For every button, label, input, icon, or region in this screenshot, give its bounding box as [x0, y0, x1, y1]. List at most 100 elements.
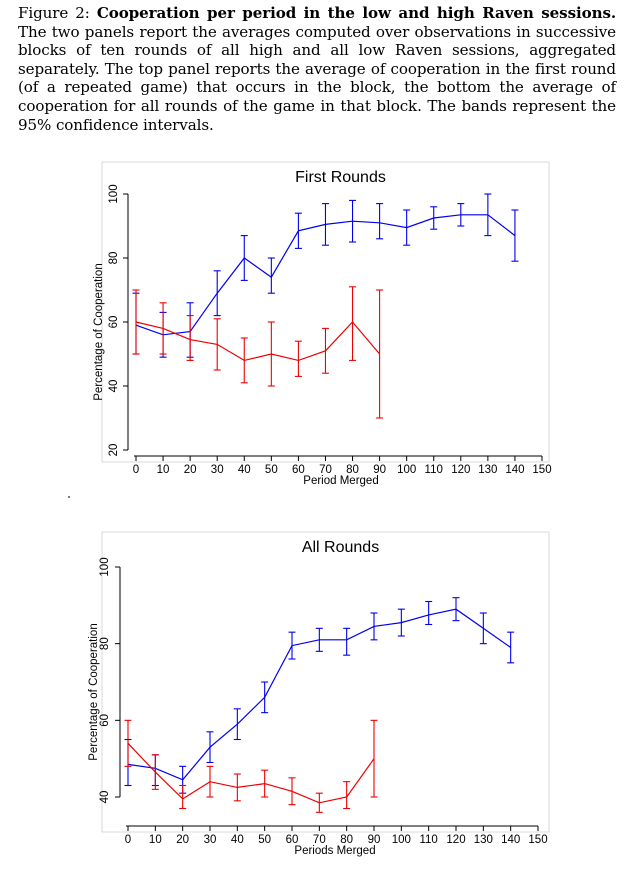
x-tick-label: 100: [392, 834, 411, 846]
x-tick-label: 100: [397, 464, 416, 476]
stray-dot: [68, 496, 70, 498]
x-tick-label: 110: [425, 464, 443, 476]
x-tick-label: 40: [231, 834, 244, 846]
error-bar-low: [370, 719, 378, 798]
error-bar-high: [430, 206, 438, 230]
error-bar-low: [261, 769, 269, 798]
error-bar-high: [213, 270, 221, 317]
error-bar-low: [288, 777, 296, 806]
x-tick-label: 90: [368, 834, 381, 846]
error-bar-high: [403, 209, 411, 246]
x-tick-label: 130: [478, 464, 497, 476]
x-tick-label: 120: [446, 834, 465, 846]
error-bar-low: [315, 792, 323, 813]
error-bar-high: [349, 199, 357, 243]
chart-title: First Rounds: [295, 169, 386, 186]
y-axis-label: Percentage of Cooperation: [93, 263, 105, 400]
plot-frame: [101, 161, 550, 463]
chart-title: All Rounds: [302, 539, 379, 556]
x-tick-label: 10: [157, 464, 170, 476]
error-bar-high: [267, 257, 275, 294]
error-bar-high: [370, 612, 378, 641]
series-line-low: [127, 742, 375, 804]
error-bar-low: [124, 719, 132, 767]
y-tick-label: 100: [99, 557, 111, 576]
x-tick-label: 0: [133, 464, 139, 476]
x-tick-label: 90: [373, 464, 386, 476]
error-bar-high: [321, 203, 329, 246]
x-axis-label: Periods Merged: [294, 845, 375, 857]
figure-caption: Figure 2: Cooperation per period in the …: [18, 4, 616, 134]
error-bar-high: [288, 631, 296, 660]
error-bar-high: [294, 212, 302, 249]
error-bar-high: [206, 731, 214, 764]
x-tick-label: 0: [125, 834, 131, 846]
x-tick-label: 20: [184, 464, 197, 476]
x-tick-label: 60: [292, 464, 305, 476]
error-bar-low: [376, 289, 384, 419]
x-tick-label: 110: [419, 834, 437, 846]
x-tick-label: 150: [532, 464, 551, 476]
y-tick-label: 40: [99, 791, 111, 804]
figure-label: Figure 2:: [18, 4, 90, 22]
chart-first-rounds: First Rounds 0 10 20 30 40 50 60 70 80 90 100 110 120…: [93, 161, 552, 487]
error-bar-high: [315, 627, 323, 652]
error-bar-low: [186, 315, 194, 361]
x-tick-label: 80: [346, 464, 359, 476]
plot-frame: [101, 531, 550, 833]
x-tick-label: 50: [258, 834, 271, 846]
error-bar-high: [376, 203, 384, 240]
x-tick-label: 80: [340, 834, 353, 846]
error-bar-high: [479, 612, 487, 645]
chart-all-rounds: All Rounds 0 10 20 30 40 50 60 70 80 90 100 110 120 13…: [88, 531, 550, 857]
error-bar-high: [452, 597, 460, 622]
x-tick-label: 140: [501, 834, 520, 846]
x-tick-label: 20: [176, 834, 189, 846]
error-bar-high: [233, 708, 241, 741]
error-bar-low: [206, 765, 214, 798]
x-tick-label: 120: [451, 464, 470, 476]
x-tick-label: 130: [474, 834, 493, 846]
error-bar-low: [343, 781, 351, 810]
x-axis-label: Period Merged: [303, 475, 378, 487]
error-bar-high: [425, 600, 433, 626]
error-bar-low: [321, 327, 329, 374]
y-tick-label: 100: [108, 184, 120, 203]
error-bar-low: [179, 784, 187, 810]
error-bar-low: [349, 286, 357, 361]
x-tick-label: 140: [505, 464, 524, 476]
y-tick-label: 60: [99, 714, 111, 727]
y-tick-label: 80: [99, 637, 111, 650]
error-bar-high: [261, 681, 269, 714]
error-bar-low: [267, 321, 275, 387]
error-bar-high: [511, 209, 519, 262]
y-axis-label: Percentage of Cooperation: [88, 623, 100, 760]
error-bar-low: [233, 773, 241, 802]
x-tick-label: 70: [313, 834, 326, 846]
x-tick-label: 10: [149, 834, 162, 846]
x-tick-label: 150: [528, 834, 547, 846]
error-bar-high: [507, 631, 515, 664]
x-tick-label: 40: [238, 464, 251, 476]
error-bar-low: [213, 318, 221, 371]
error-bar-low: [240, 337, 248, 384]
error-bar-low: [151, 754, 159, 790]
y-tick-label: 60: [108, 316, 120, 329]
figure-title: Cooperation per period in the low and hi…: [96, 4, 616, 22]
error-bar-low: [132, 289, 140, 355]
y-tick-label: 40: [108, 380, 120, 393]
x-tick-label: 50: [265, 464, 278, 476]
series-line-low: [135, 321, 381, 362]
error-bar-high: [484, 193, 492, 237]
error-bar-high: [343, 627, 351, 656]
y-tick-label: 80: [108, 252, 120, 265]
error-bar-high: [397, 608, 405, 637]
error-bar-low: [159, 302, 167, 355]
x-tick-label: 30: [211, 464, 224, 476]
figure-caption-body: The two panels report the averages compu…: [18, 22, 616, 134]
error-bar-low: [294, 340, 302, 377]
error-bar-high: [240, 235, 248, 281]
error-bar-high: [457, 203, 465, 227]
x-tick-label: 70: [319, 464, 332, 476]
x-tick-label: 60: [286, 834, 299, 846]
